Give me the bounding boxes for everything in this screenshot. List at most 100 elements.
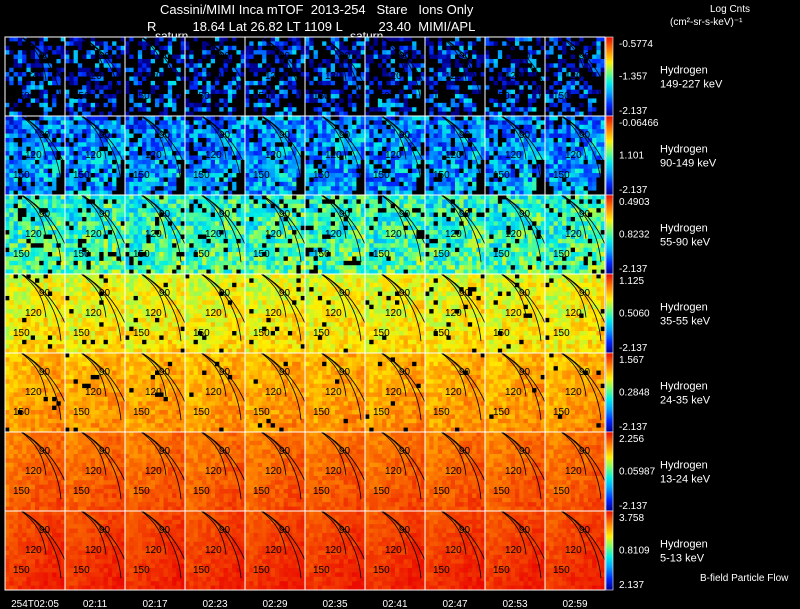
pixel (373, 67, 379, 73)
pixel (197, 89, 203, 95)
pixel (142, 168, 147, 174)
pixel (335, 129, 340, 134)
pixel (339, 102, 344, 108)
pixel (206, 37, 212, 42)
field-line (20, 116, 47, 160)
pixel (232, 111, 237, 116)
pixel (279, 76, 284, 82)
pixel (279, 173, 284, 178)
pixel (125, 102, 130, 108)
pixel (532, 63, 537, 69)
pixel (369, 94, 374, 99)
pixel (339, 67, 344, 73)
pixel (202, 54, 207, 60)
pixel (523, 146, 529, 152)
field-line (501, 116, 545, 167)
pixel (562, 72, 567, 77)
contour-label: 120 (25, 150, 42, 161)
pixel (489, 146, 494, 152)
pixel (587, 37, 593, 42)
pixel (450, 85, 456, 91)
pixel (596, 116, 602, 121)
pixel (463, 116, 469, 121)
pixel (112, 146, 117, 152)
pixel (510, 80, 516, 86)
pixel (579, 124, 584, 130)
pixel (570, 63, 576, 69)
pixel (22, 76, 27, 82)
pixel (22, 164, 27, 170)
pixel (35, 168, 40, 174)
pixel (390, 116, 396, 121)
pixel (172, 181, 177, 187)
pixel (180, 120, 185, 126)
pixel (322, 155, 327, 161)
pixel (232, 186, 237, 192)
pixel (472, 190, 477, 195)
pixel (69, 146, 74, 152)
pixel (455, 177, 460, 183)
pixel (373, 94, 379, 99)
pixel (245, 120, 250, 126)
pixel (73, 129, 79, 134)
pixel (39, 76, 44, 82)
pixel (210, 94, 216, 99)
pixel (365, 89, 370, 95)
pixel (442, 186, 447, 192)
pixel (180, 151, 185, 156)
pixel (326, 181, 332, 187)
pixel (35, 159, 40, 165)
pixel (17, 159, 23, 165)
pixel (373, 72, 379, 77)
pixel (185, 142, 190, 148)
pixel (99, 146, 104, 152)
pixel (395, 37, 400, 42)
pixel (485, 116, 490, 121)
pixel (570, 72, 576, 77)
pixel (69, 120, 74, 126)
pixel (463, 98, 469, 104)
pixel (356, 190, 362, 195)
pixel (519, 107, 524, 113)
pixel (146, 116, 152, 121)
pixel (206, 67, 212, 73)
pixel (497, 94, 503, 99)
pixel (9, 85, 14, 91)
pixel (236, 129, 242, 134)
pixel (155, 76, 160, 82)
pixel (549, 72, 554, 77)
contour-label: 150 (73, 170, 90, 181)
pixel (309, 116, 314, 121)
pixel (103, 41, 109, 47)
pixel (86, 37, 92, 42)
pixel (262, 76, 267, 82)
pixel (519, 54, 524, 60)
pixel (459, 76, 464, 82)
pixel (266, 111, 272, 116)
pixel (193, 76, 199, 82)
pixel (523, 102, 529, 108)
pixel (65, 168, 70, 174)
pixel (133, 151, 139, 156)
field-line (380, 37, 407, 81)
pixel (287, 76, 293, 82)
pixel (26, 177, 32, 183)
pixel (502, 80, 507, 86)
pixel (437, 85, 443, 91)
pixel (262, 159, 267, 165)
pixel (403, 63, 409, 69)
pixel (545, 111, 550, 116)
pixel (403, 173, 409, 178)
pixel (86, 54, 92, 60)
pixel (292, 98, 297, 104)
pixel (317, 133, 323, 139)
pixel (185, 133, 190, 139)
pixel (459, 146, 464, 152)
pixel (343, 181, 349, 187)
pixel (583, 85, 589, 91)
pixel (326, 155, 332, 161)
pixel (253, 98, 259, 104)
pixel (77, 186, 83, 192)
pixel (116, 63, 122, 69)
